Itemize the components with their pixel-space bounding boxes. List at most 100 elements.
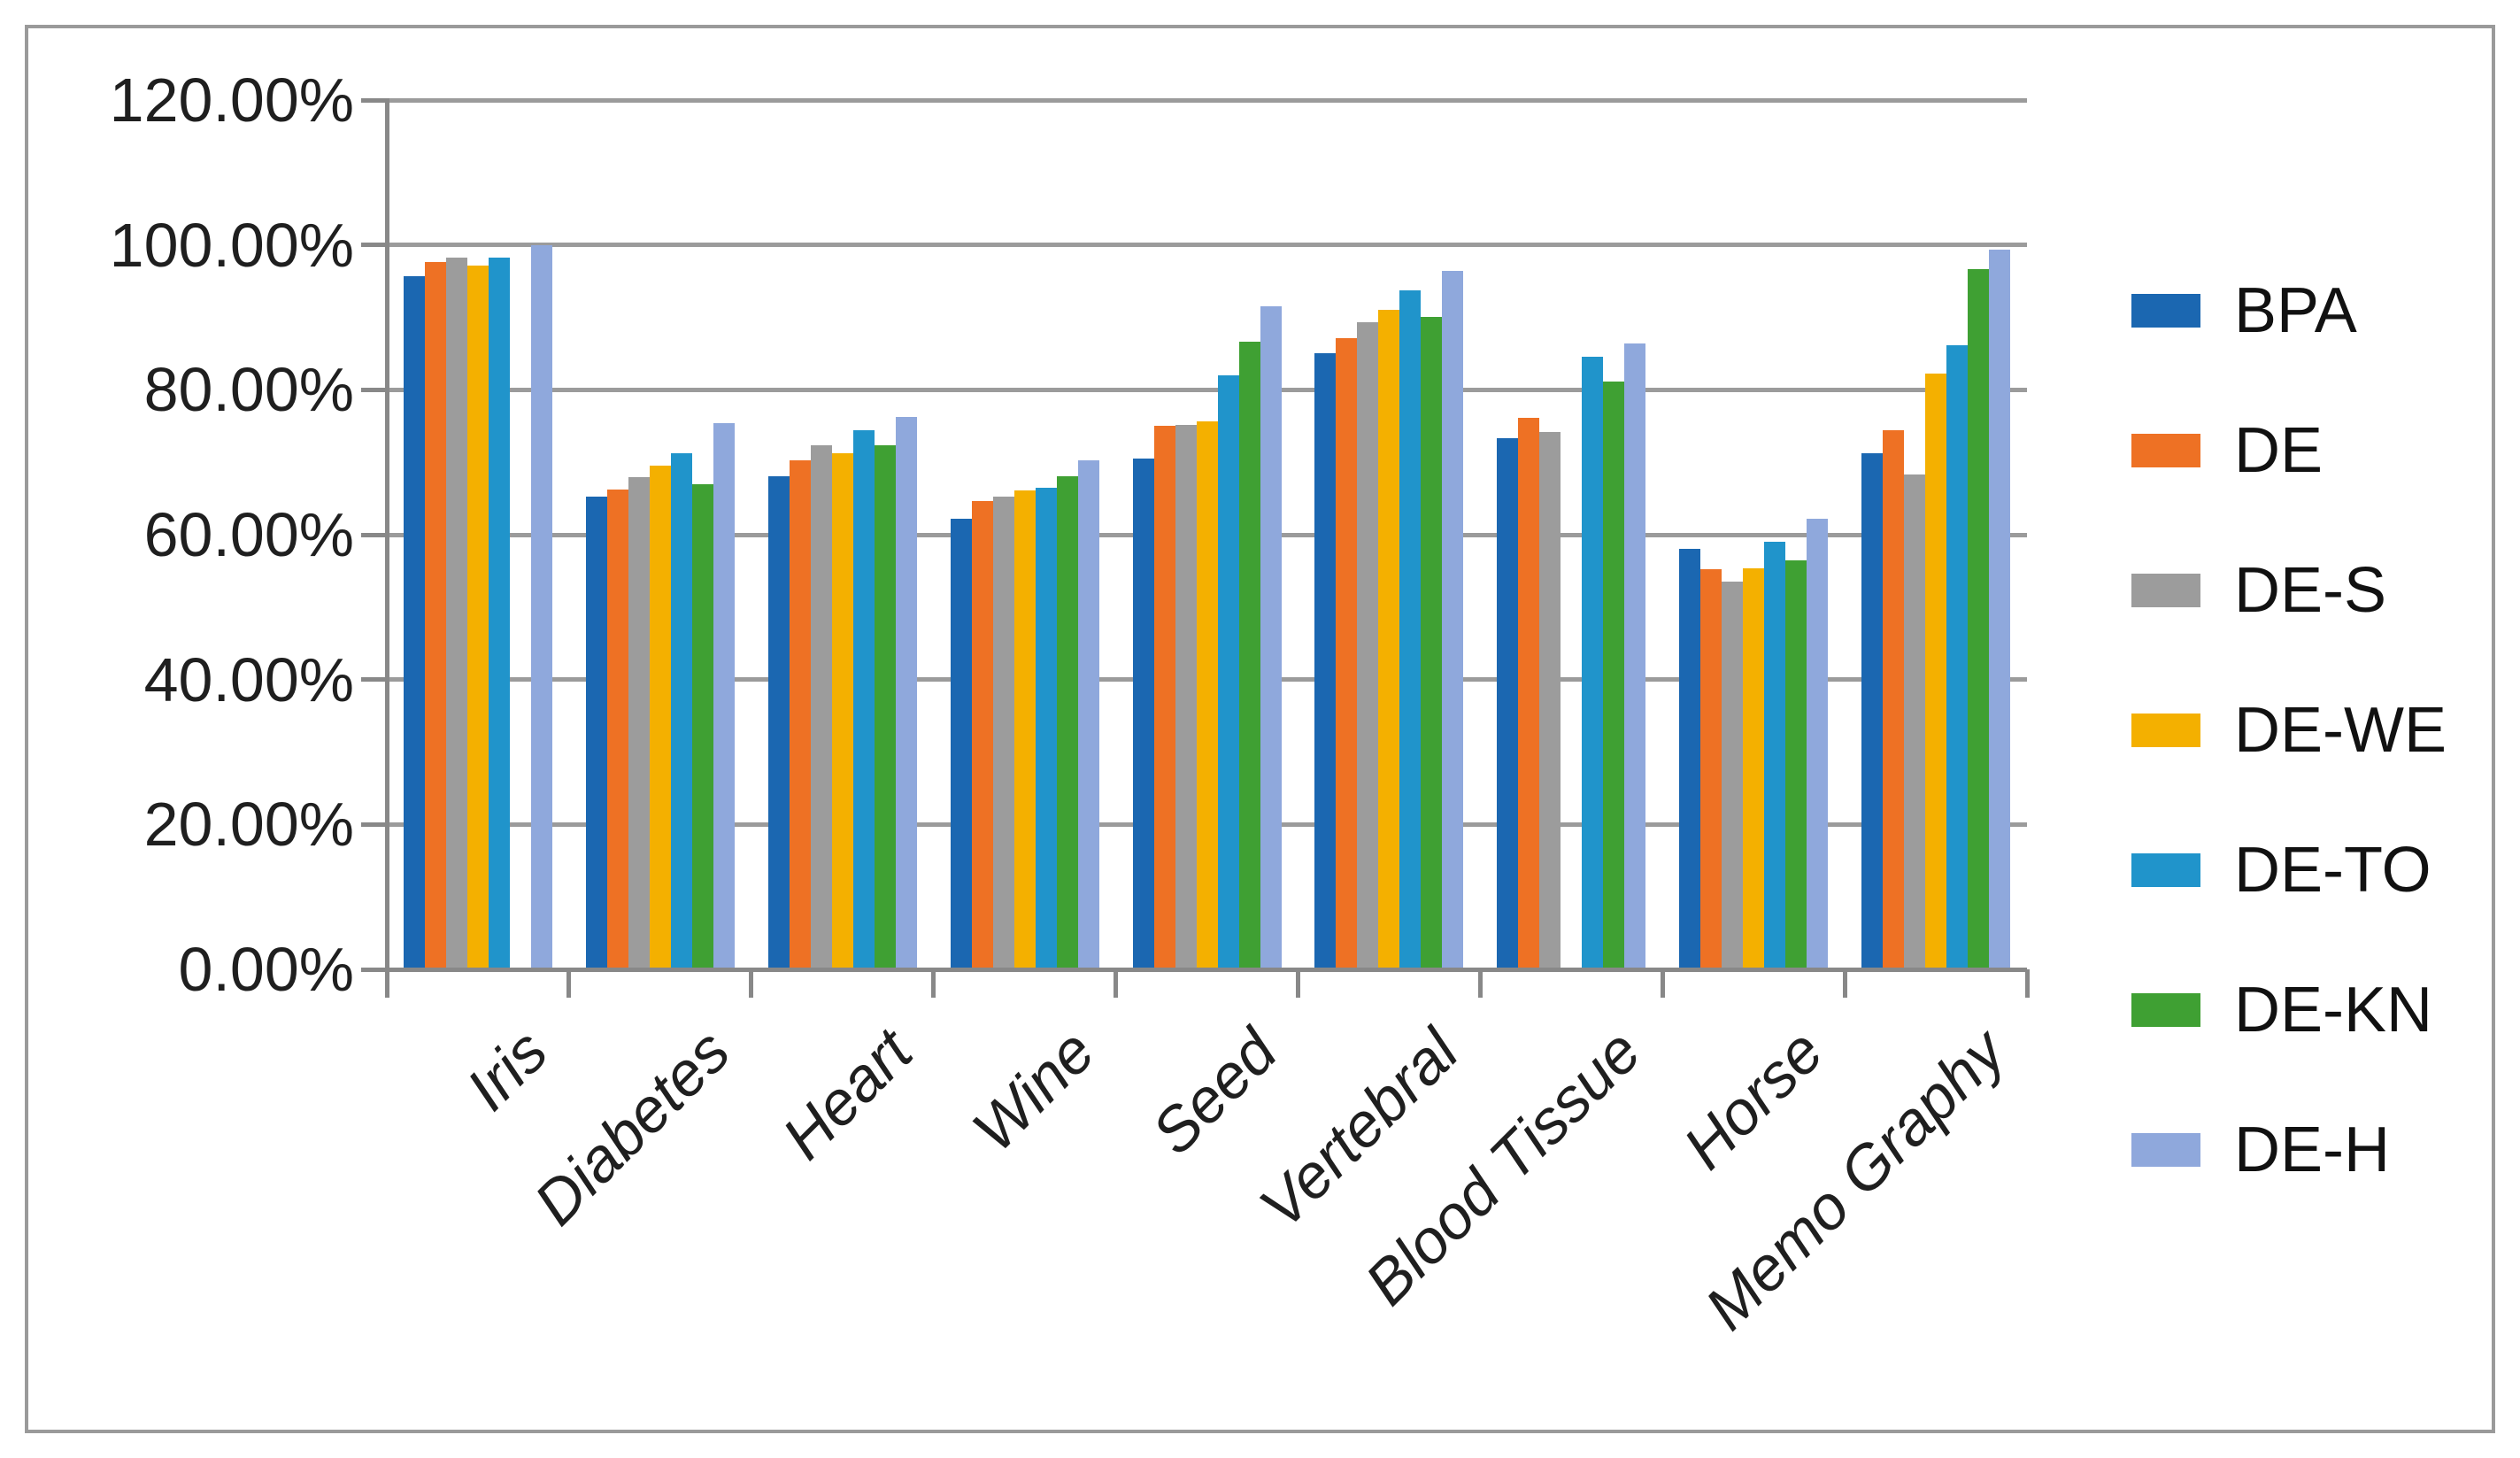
bar-iris-de-to — [488, 258, 510, 969]
legend-swatch-bpa — [2131, 294, 2200, 328]
bar-vertebral-de — [1336, 338, 1358, 969]
bar-horse-de-kn — [1785, 559, 1807, 969]
x-axis-tick-6 — [1477, 969, 1483, 998]
bar-diabetes-de-s — [628, 476, 650, 969]
bar-seed-de-s — [1175, 425, 1197, 969]
bar-blood-tissue-de-h — [1624, 343, 1646, 969]
y-axis-label-0: 0.00% — [178, 935, 354, 1004]
legend-label-de: DE — [2234, 415, 2323, 486]
legend-item-de-to: DE-TO — [2131, 800, 2447, 940]
legend-swatch-de-we — [2131, 714, 2200, 747]
y-axis-label-100: 100.00% — [109, 210, 354, 280]
bar-horse-de — [1700, 569, 1722, 969]
bar-vertebral-de-we — [1378, 310, 1400, 969]
bar-diabetes-de — [606, 490, 628, 969]
bar-iris-bpa — [403, 275, 425, 969]
bar-blood-tissue-de-s — [1539, 431, 1561, 969]
legend-item-de-h: DE-H — [2131, 1080, 2447, 1220]
y-axis-tick-100 — [361, 243, 387, 248]
bar-blood-tissue-de-to — [1582, 356, 1604, 969]
bar-heart-de-kn — [874, 444, 896, 969]
y-axis-label-60: 60.00% — [143, 500, 354, 570]
y-axis-tick-40 — [361, 677, 387, 683]
bar-wine-de-h — [1077, 459, 1099, 969]
gridline-80 — [387, 387, 2027, 392]
bar-diabetes-bpa — [585, 496, 607, 969]
x-axis-tick-5 — [1295, 969, 1300, 998]
bar-horse-de-to — [1764, 542, 1786, 969]
x-axis-tick-1 — [566, 969, 572, 998]
bar-horse-de-we — [1743, 568, 1765, 969]
bar-memo-graphy-de-s — [1904, 474, 1926, 969]
bar-memo-graphy-bpa — [1861, 452, 1884, 969]
bar-heart-de — [789, 459, 811, 969]
legend-label-de-we: DE-WE — [2234, 695, 2447, 766]
bar-wine-de — [971, 501, 993, 969]
gridline-120 — [387, 97, 2027, 103]
y-axis-tick-20 — [361, 822, 387, 827]
bar-vertebral-de-kn — [1421, 316, 1443, 969]
y-axis-tick-120 — [361, 97, 387, 103]
legend-swatch-de-to — [2131, 853, 2200, 887]
legend-label-de-to: DE-TO — [2234, 835, 2431, 906]
bar-blood-tissue-bpa — [1497, 438, 1519, 969]
y-axis-label-120: 120.00% — [109, 66, 354, 135]
y-axis-tick-60 — [361, 532, 387, 537]
bar-seed-de-we — [1196, 421, 1218, 969]
y-axis-tick-80 — [361, 387, 387, 392]
bar-vertebral-bpa — [1314, 353, 1337, 969]
bar-iris-de-we — [466, 265, 489, 969]
x-axis-tick-0 — [384, 969, 389, 998]
bar-iris-de-h — [530, 244, 552, 969]
y-axis-label-40: 40.00% — [143, 644, 354, 714]
y-axis-tick-0 — [361, 967, 387, 972]
bar-heart-de-we — [831, 452, 853, 969]
bar-wine-de-kn — [1056, 475, 1078, 969]
bar-memo-graphy-de — [1883, 430, 1905, 969]
legend-label-de-kn: DE-KN — [2234, 975, 2433, 1045]
x-axis-tick-7 — [1660, 969, 1665, 998]
x-axis-tick-3 — [931, 969, 936, 998]
bar-horse-de-s — [1722, 582, 1744, 969]
x-axis-tick-8 — [1842, 969, 1847, 998]
x-axis-line — [387, 967, 2027, 972]
bar-diabetes-de-to — [670, 452, 692, 969]
bar-heart-bpa — [767, 475, 790, 969]
legend-item-de-s: DE-S — [2131, 521, 2447, 660]
bar-heart-de-to — [852, 430, 875, 969]
bar-seed-de-kn — [1238, 342, 1260, 969]
x-axis-tick-2 — [749, 969, 754, 998]
bar-wine-de-s — [992, 497, 1014, 969]
bar-memo-graphy-de-h — [1989, 250, 2011, 969]
bar-vertebral-de-h — [1442, 271, 1464, 969]
y-axis-label-80: 80.00% — [143, 355, 354, 425]
bar-diabetes-de-we — [649, 466, 671, 969]
legend-item-de-kn: DE-KN — [2131, 940, 2447, 1080]
y-axis-line — [384, 97, 389, 999]
gridline-100 — [387, 243, 2027, 248]
legend-item-de-we: DE-WE — [2131, 660, 2447, 800]
legend-swatch-de — [2131, 434, 2200, 467]
x-axis-tick-9 — [2024, 969, 2030, 998]
bar-memo-graphy-de-kn — [1968, 268, 1990, 969]
bar-vertebral-de-s — [1357, 322, 1379, 969]
bar-blood-tissue-de-kn — [1603, 381, 1625, 969]
bar-heart-de-s — [810, 444, 832, 969]
legend-swatch-de-s — [2131, 574, 2200, 607]
x-axis-tick-4 — [1114, 969, 1119, 998]
bar-diabetes-de-h — [713, 423, 735, 969]
bar-wine-de-we — [1013, 490, 1036, 969]
chart-legend: BPA DE DE-S DE-WE DE-TO DE-KN DE-H — [2131, 241, 2447, 1220]
bar-seed-de-h — [1260, 306, 1282, 969]
bar-diabetes-de-kn — [691, 483, 713, 969]
bar-horse-bpa — [1679, 549, 1701, 969]
bar-iris-de-s — [445, 258, 467, 969]
y-axis-label-20: 20.00% — [143, 790, 354, 860]
bar-iris-de — [424, 261, 446, 969]
legend-item-de: DE — [2131, 381, 2447, 521]
legend-swatch-de-kn — [2131, 993, 2200, 1027]
bar-wine-de-to — [1035, 487, 1057, 969]
legend-label-bpa: BPA — [2234, 275, 2357, 346]
